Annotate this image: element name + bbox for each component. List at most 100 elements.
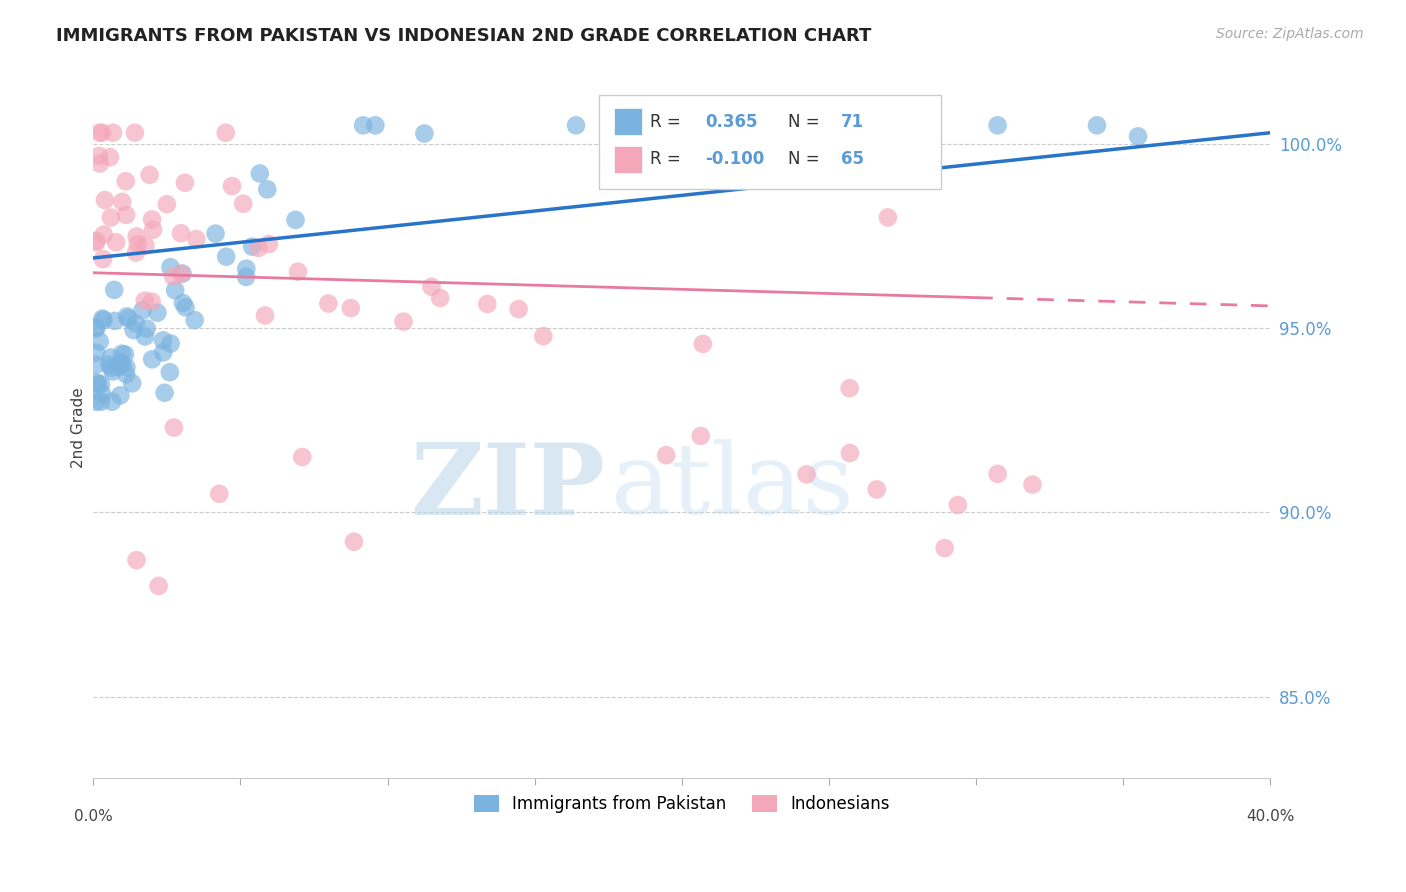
Y-axis label: 2nd Grade: 2nd Grade — [72, 387, 86, 468]
Point — [141, 212, 163, 227]
Point — [987, 467, 1010, 481]
Point — [159, 336, 181, 351]
Text: -0.100: -0.100 — [706, 151, 765, 169]
Point — [159, 365, 181, 379]
Point — [90, 377, 112, 392]
FancyBboxPatch shape — [599, 95, 941, 189]
Point — [111, 194, 134, 209]
Point — [221, 179, 243, 194]
Point — [91, 252, 114, 266]
Point — [1021, 477, 1043, 491]
Point — [134, 239, 156, 253]
Point — [186, 232, 208, 246]
Point — [84, 235, 107, 250]
Point — [117, 311, 139, 326]
Point — [170, 267, 193, 281]
Point — [111, 347, 134, 361]
Point — [93, 227, 115, 242]
Point — [146, 306, 169, 320]
Text: N =: N = — [787, 112, 825, 130]
Point — [104, 314, 127, 328]
Point — [87, 376, 110, 391]
Point — [114, 174, 136, 188]
Legend: Immigrants from Pakistan, Indonesians: Immigrants from Pakistan, Indonesians — [467, 789, 896, 820]
Point — [170, 226, 193, 240]
Point — [413, 127, 436, 141]
Point — [152, 345, 174, 359]
Point — [770, 119, 793, 133]
Point — [664, 119, 686, 133]
Point — [232, 196, 254, 211]
Text: 0.365: 0.365 — [706, 112, 758, 130]
Point — [101, 394, 124, 409]
Text: 40.0%: 40.0% — [1246, 809, 1295, 824]
Point — [648, 119, 671, 133]
Point — [163, 420, 186, 434]
Point — [172, 296, 194, 310]
Point — [93, 313, 115, 327]
Point — [614, 119, 637, 133]
Point — [148, 579, 170, 593]
Point — [876, 211, 898, 225]
Point — [208, 487, 231, 501]
Point — [101, 364, 124, 378]
Point — [98, 358, 121, 372]
Point — [84, 234, 107, 248]
Point — [98, 150, 121, 164]
Text: 0.0%: 0.0% — [73, 809, 112, 824]
Point — [125, 229, 148, 244]
Text: atlas: atlas — [612, 439, 853, 535]
Point — [121, 376, 143, 391]
Point — [153, 385, 176, 400]
Point — [235, 269, 257, 284]
Point — [110, 388, 132, 402]
Point — [141, 352, 163, 367]
Point — [100, 351, 122, 365]
Point — [127, 237, 149, 252]
Point — [655, 448, 678, 462]
Point — [287, 265, 309, 279]
Point — [124, 126, 146, 140]
Text: IMMIGRANTS FROM PAKISTAN VS INDONESIAN 2ND GRADE CORRELATION CHART: IMMIGRANTS FROM PAKISTAN VS INDONESIAN 2… — [56, 27, 872, 45]
Point — [429, 291, 451, 305]
Point — [1126, 129, 1149, 144]
Point — [318, 296, 340, 310]
Point — [291, 450, 314, 464]
Text: Source: ZipAtlas.com: Source: ZipAtlas.com — [1216, 27, 1364, 41]
Point — [90, 394, 112, 409]
Point — [115, 368, 138, 382]
Point — [531, 329, 554, 343]
Point — [159, 260, 181, 275]
Point — [240, 239, 263, 253]
Point — [392, 315, 415, 329]
Point — [125, 245, 148, 260]
Point — [681, 119, 703, 133]
Point — [94, 193, 117, 207]
Point — [692, 337, 714, 351]
Point — [256, 182, 278, 196]
Point — [84, 375, 107, 389]
Point — [839, 446, 862, 460]
Point — [134, 329, 156, 343]
Point — [115, 360, 138, 375]
Point — [100, 360, 122, 375]
Point — [934, 541, 956, 555]
Point — [352, 119, 374, 133]
Text: 65: 65 — [841, 151, 863, 169]
Point — [565, 119, 588, 133]
Point — [183, 313, 205, 327]
Point — [131, 303, 153, 318]
Point — [111, 358, 134, 372]
Point — [156, 197, 179, 211]
Point — [142, 223, 165, 237]
Point — [174, 176, 197, 190]
Point — [89, 334, 111, 349]
Text: R =: R = — [650, 151, 686, 169]
Point — [152, 334, 174, 348]
Text: 71: 71 — [841, 112, 863, 130]
Point — [987, 119, 1010, 133]
Point — [125, 553, 148, 567]
FancyBboxPatch shape — [613, 146, 641, 173]
Point — [125, 317, 148, 331]
Text: N =: N = — [787, 151, 825, 169]
